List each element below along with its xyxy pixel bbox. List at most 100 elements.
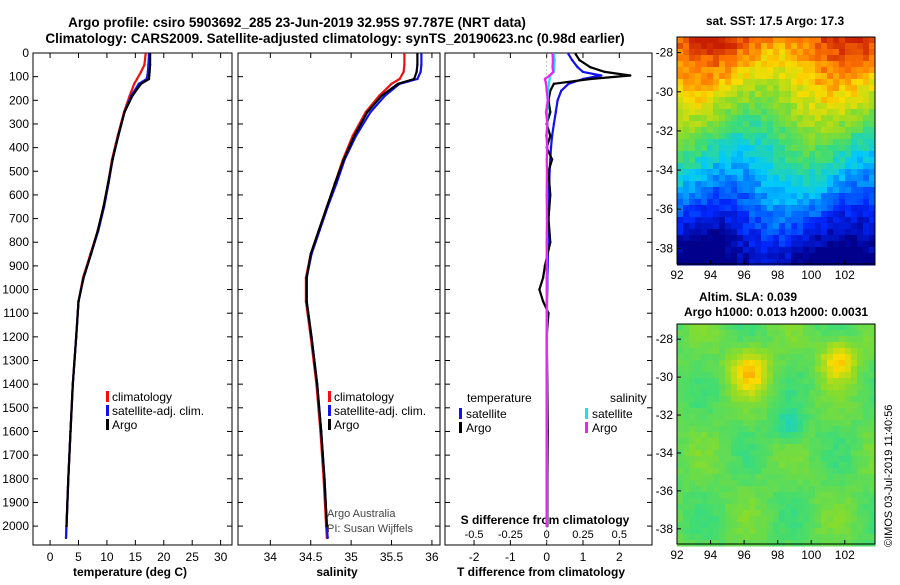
sla-cell	[779, 534, 786, 541]
sla-cell	[707, 504, 714, 511]
sla-cell	[779, 474, 786, 481]
sst-cell	[857, 151, 864, 158]
sla-cell	[857, 480, 864, 487]
sst-cell	[785, 247, 792, 254]
sla-cell	[857, 498, 864, 505]
sla-cell	[683, 522, 690, 529]
difference-point-t-argo	[603, 70, 606, 74]
sla-cell	[785, 342, 792, 349]
sla-cell	[839, 516, 846, 523]
sst-cell	[797, 205, 804, 212]
sst-cell	[797, 193, 804, 200]
sst-cell	[707, 205, 714, 212]
sst-cell	[791, 253, 798, 260]
sst-cell	[869, 241, 876, 248]
sst-cell	[677, 91, 684, 98]
sst-cell	[785, 187, 792, 194]
temperature-xtick-label: 30	[214, 550, 228, 564]
sst-cell	[731, 229, 738, 236]
sst-cell	[845, 85, 852, 92]
difference-point-s-argo	[545, 170, 549, 173]
sst-cell	[713, 253, 720, 260]
sla-cell	[755, 444, 762, 451]
depth-tick-label: 300	[9, 117, 29, 131]
difference-point-t-argo	[549, 193, 552, 197]
sst-cell	[851, 151, 858, 158]
sla-cell	[731, 372, 738, 379]
sst-cell	[737, 139, 744, 146]
sla-cell	[797, 444, 804, 451]
sla-cell	[755, 360, 762, 367]
sst-cell	[869, 97, 876, 104]
sla-cell	[719, 540, 726, 547]
sst-cell	[701, 133, 708, 140]
sla-cell	[809, 522, 816, 529]
sla-cell	[851, 450, 858, 457]
sst-cell	[683, 139, 690, 146]
salinity-point-argo	[416, 53, 419, 56]
sla-cell	[737, 378, 744, 385]
sst-cell	[857, 133, 864, 140]
sst-cell	[857, 157, 864, 164]
sst-cell	[815, 79, 822, 86]
sst-cell	[857, 229, 864, 236]
sst-frame	[676, 36, 876, 265]
sla-cell	[815, 336, 822, 343]
sla-cell	[845, 420, 852, 427]
sla-cell	[863, 462, 870, 469]
sla-cell	[803, 348, 810, 355]
sst-cell	[695, 157, 702, 164]
sla-cell	[821, 366, 828, 373]
sst-cell	[803, 133, 810, 140]
sst-cell	[851, 247, 858, 254]
sla-cell	[737, 510, 744, 517]
sla-cell	[749, 432, 756, 439]
sla-cell	[785, 354, 792, 361]
salinity-point-argo	[325, 205, 329, 208]
sst-cell	[767, 109, 774, 116]
sst-cell	[713, 235, 720, 242]
sst-cell	[815, 253, 822, 260]
sst-cell	[677, 151, 684, 158]
sla-cell	[785, 414, 792, 421]
sst-cell	[731, 181, 738, 188]
sla-cell	[785, 336, 792, 343]
sla-cell	[809, 486, 816, 493]
sst-cell	[791, 259, 798, 266]
sst-cell	[761, 187, 768, 194]
sla-cell	[839, 534, 846, 541]
sla-cell	[851, 486, 858, 493]
difference-point-s-argo	[546, 146, 549, 149]
sla-cell	[845, 432, 852, 439]
sla-cell	[803, 438, 810, 445]
sst-cell	[725, 193, 732, 200]
sla-cell	[809, 528, 816, 535]
difference-point-s-argo	[545, 430, 548, 433]
sla-cell	[761, 426, 768, 433]
sla-cell	[683, 330, 690, 337]
sla-cell	[785, 528, 792, 535]
sst-cell	[839, 259, 846, 266]
sla-cell	[719, 534, 726, 541]
sst-cell	[809, 97, 816, 104]
sst-cell	[827, 37, 834, 44]
sst-cell	[809, 73, 816, 80]
sla-cell	[815, 486, 822, 493]
sla-cell	[755, 516, 762, 523]
sla-cell	[749, 480, 756, 487]
sla-cell	[695, 462, 702, 469]
temperature-series-climatology	[64, 54, 147, 538]
sla-cell	[731, 480, 738, 487]
sla-cell	[809, 438, 816, 445]
sla-cell	[743, 486, 750, 493]
sst-cell	[713, 211, 720, 218]
sst-cell	[833, 163, 840, 170]
sla-cell	[779, 540, 786, 547]
sla-cell	[803, 462, 810, 469]
sst-cell	[743, 229, 750, 236]
sla-cell	[737, 480, 744, 487]
sla-cell	[743, 492, 750, 499]
sla-cell	[779, 420, 786, 427]
sst-cell	[839, 163, 846, 170]
sla-cell	[695, 528, 702, 535]
